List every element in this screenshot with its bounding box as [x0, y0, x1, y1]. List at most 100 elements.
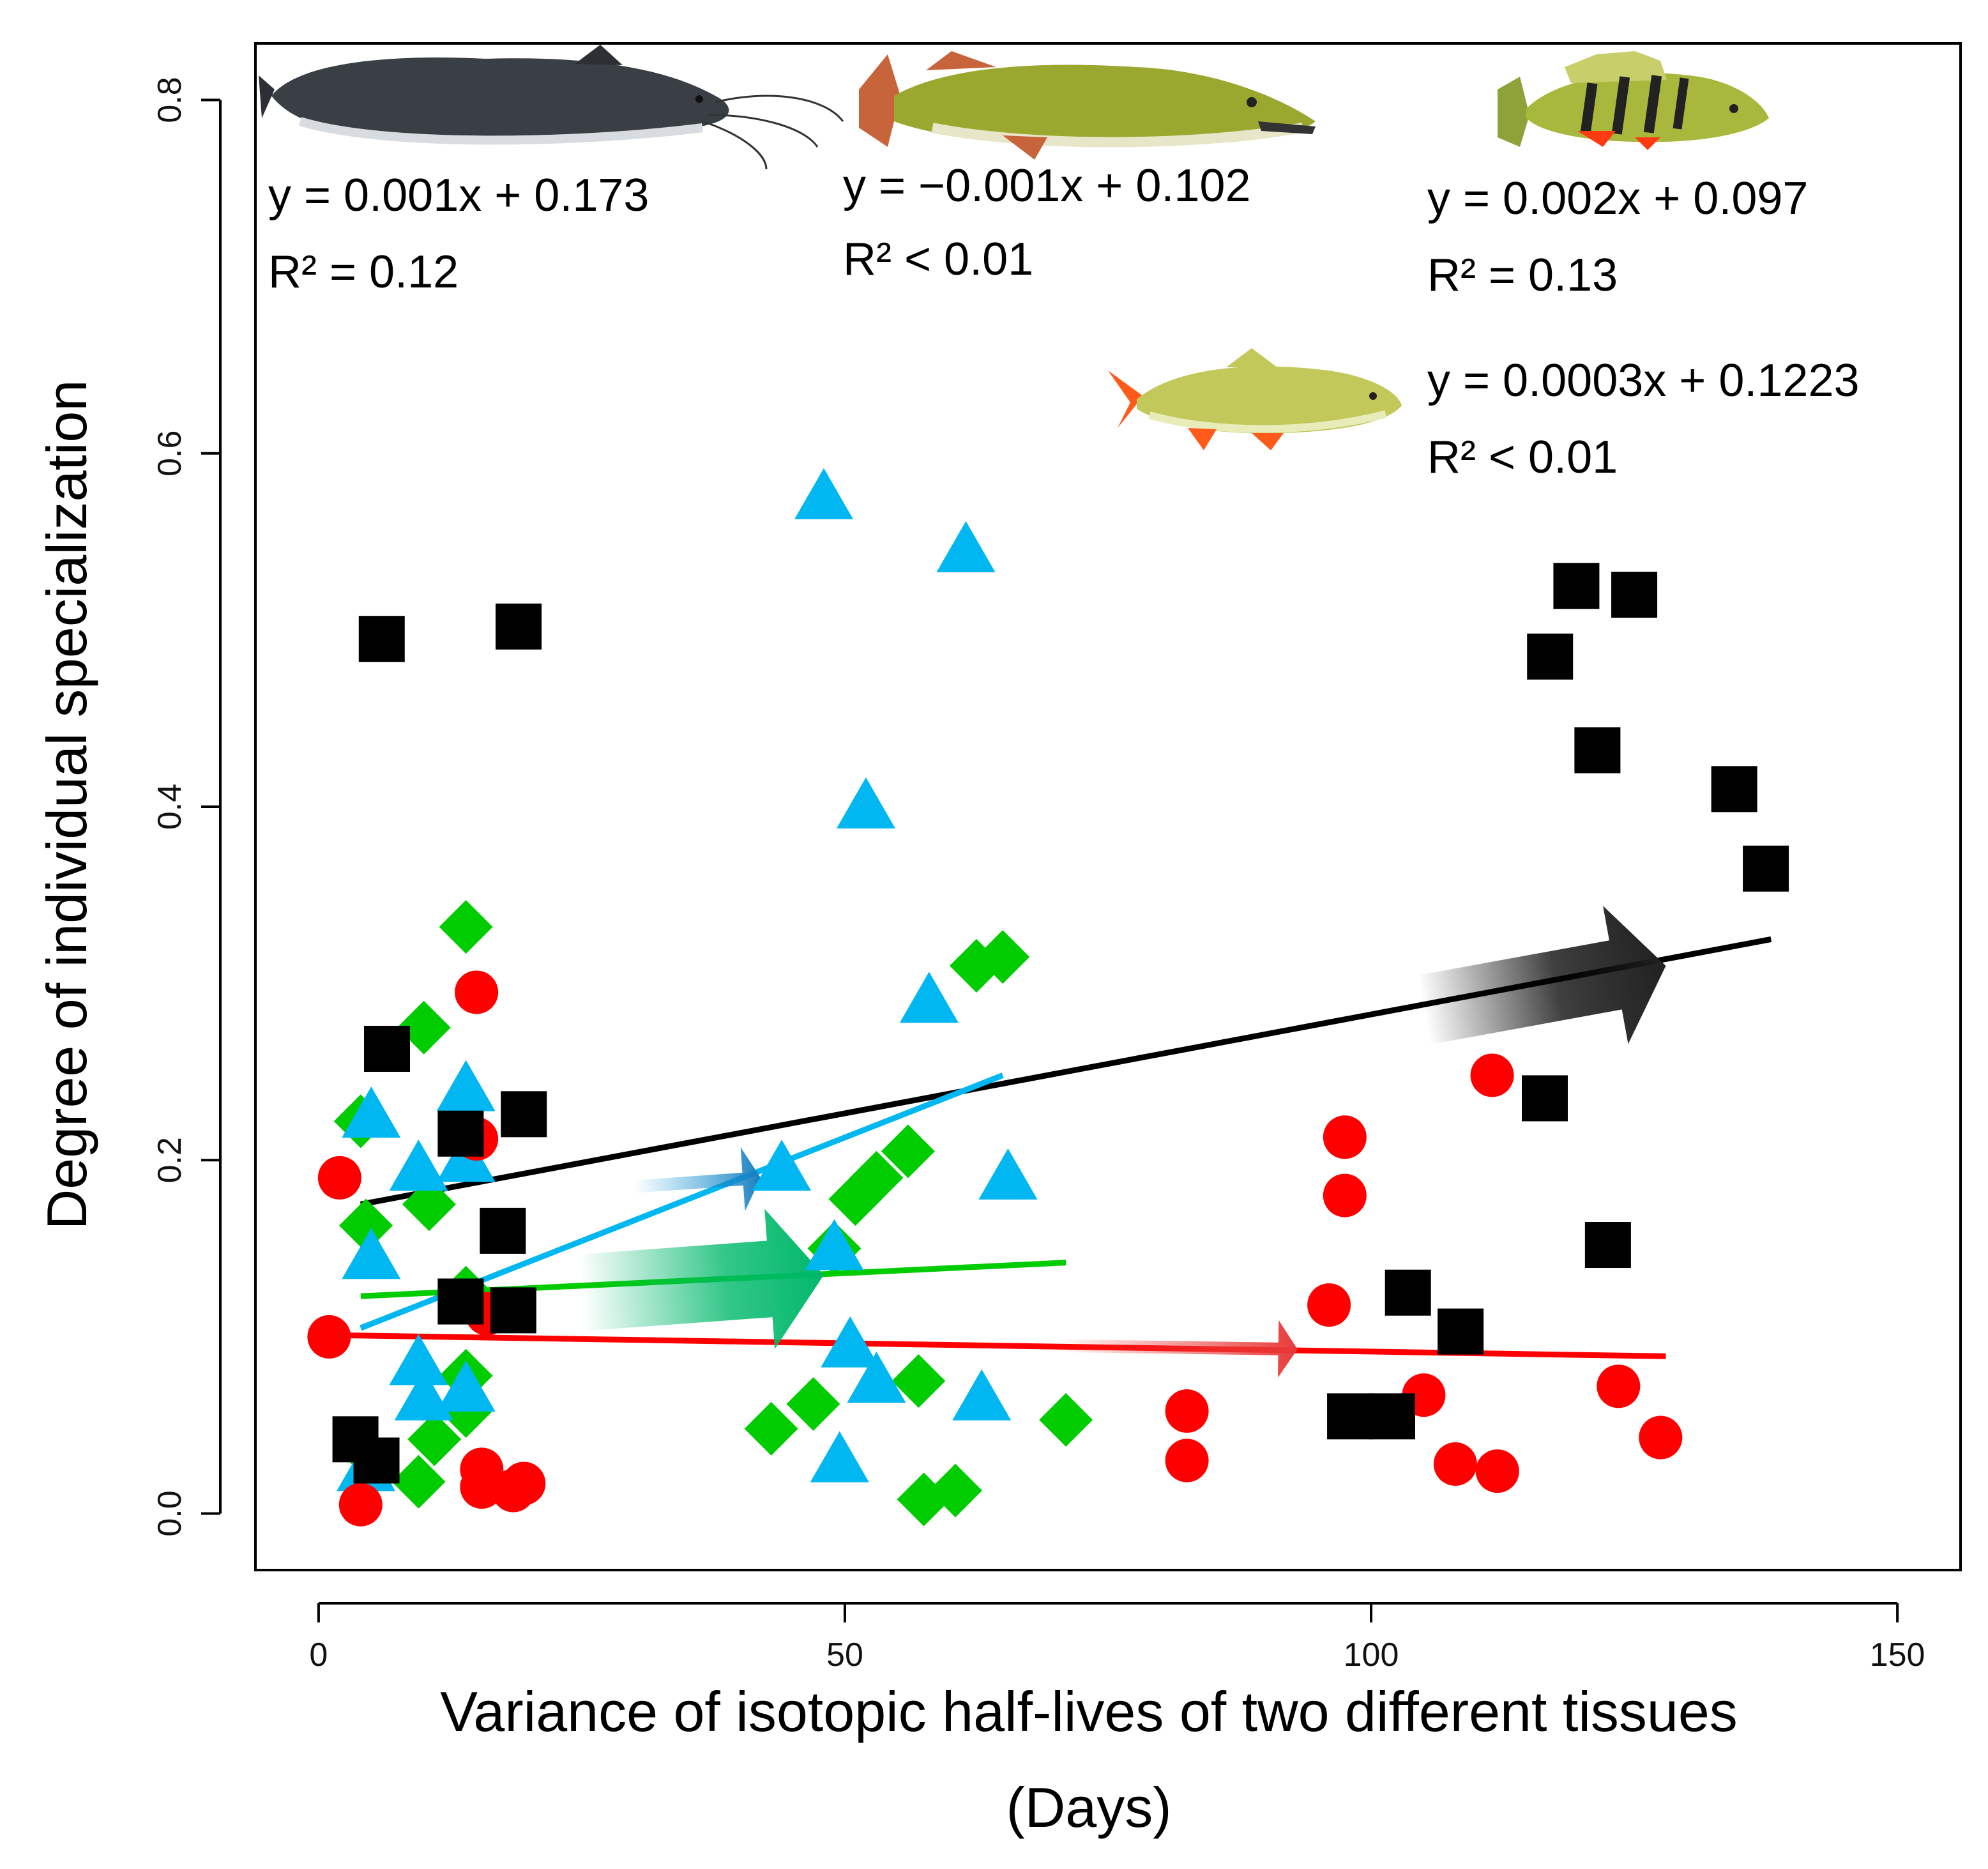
perch-point — [407, 1412, 462, 1467]
catfish-point — [364, 1025, 411, 1072]
catfish-point — [501, 1091, 547, 1138]
perch-point — [1039, 1392, 1093, 1447]
catfish-point — [353, 1437, 400, 1484]
catfish-r2: R² = 0.12 — [268, 247, 459, 298]
pike-point — [936, 521, 996, 572]
y-tick-label: 0.8 — [151, 77, 188, 123]
pike-trend-arrow — [634, 1147, 761, 1211]
catfish-point — [437, 1278, 484, 1325]
rudd-equation: y = 0.0003x + 0.1223 — [1427, 355, 1860, 406]
catfish-point — [1574, 727, 1621, 774]
y-tick-label: 0.0 — [151, 1490, 188, 1536]
pike-point — [342, 1228, 401, 1279]
catfish-point — [437, 1110, 484, 1157]
catfish-point — [1743, 845, 1789, 892]
catfish-point — [1584, 1222, 1631, 1269]
perch-point — [929, 1463, 983, 1518]
perch-point — [402, 1177, 456, 1232]
rudd-point — [1597, 1364, 1641, 1408]
catfish-point — [1527, 633, 1574, 680]
pike-point — [436, 1360, 496, 1412]
perch-arrow-shape — [579, 1209, 824, 1349]
y-tick-label: 0.4 — [151, 784, 188, 830]
catfish-point — [496, 603, 542, 650]
pike-arrow-shape — [634, 1147, 761, 1211]
x-tick-label: 0 — [309, 1636, 328, 1674]
pike-point — [389, 1334, 448, 1385]
rudd-point — [455, 970, 499, 1014]
perch-equation: y = 0.002x + 0.097 — [1427, 173, 1808, 224]
perch-point — [976, 930, 1030, 984]
rudd-point — [1475, 1449, 1519, 1493]
x-tick-label: 100 — [1344, 1636, 1399, 1674]
perch-point — [397, 1000, 451, 1055]
pike-point — [899, 972, 959, 1023]
catfish-point — [358, 616, 405, 662]
pike-point — [794, 468, 853, 519]
rudd-illustration — [1108, 348, 1402, 450]
catfish-point — [480, 1207, 526, 1254]
catfish-point — [1711, 766, 1757, 812]
pike-illustration — [859, 51, 1316, 160]
rudd-point — [1433, 1442, 1477, 1486]
plot-frame — [254, 42, 1962, 1571]
catfish-point — [1553, 563, 1600, 609]
pike-point — [436, 1060, 496, 1111]
y-tick-label: 0.6 — [151, 431, 188, 477]
rudd-point — [1165, 1438, 1209, 1483]
trend-arrows — [579, 906, 1666, 1378]
pike-point — [952, 1369, 1012, 1421]
x-axis-title-line2: (Days) — [1006, 1776, 1171, 1839]
pike-point — [389, 1140, 448, 1191]
perch-point — [786, 1377, 840, 1431]
rudd-point — [307, 1315, 351, 1359]
rudd-point — [1323, 1115, 1367, 1159]
pike-point — [810, 1431, 869, 1483]
catfish-trend-arrow — [1417, 906, 1666, 1045]
x-axis-title-line1: Variance of isotopic half-lives of two d… — [440, 1680, 1738, 1743]
pike-point — [821, 1316, 880, 1368]
x-tick-label: 50 — [826, 1636, 863, 1674]
perch-r2: R² = 0.13 — [1427, 250, 1618, 301]
rudd-point — [338, 1483, 383, 1527]
catfish-point — [1438, 1308, 1484, 1355]
rudd-point — [460, 1465, 504, 1509]
y-tick-label: 0.2 — [151, 1137, 188, 1183]
rudd-r2: R² < 0.01 — [1427, 432, 1618, 483]
rudd-point — [1639, 1415, 1683, 1460]
catfish-point — [1327, 1393, 1374, 1440]
perch-point — [391, 1454, 446, 1509]
perch-point — [881, 1124, 935, 1179]
pike-equation: y = −0.001x + 0.102 — [843, 160, 1251, 211]
catfish-point — [1611, 572, 1658, 618]
catfish-point — [490, 1287, 536, 1334]
rudd-point — [317, 1156, 361, 1200]
pike-point — [836, 777, 895, 828]
rudd-point — [1470, 1053, 1514, 1097]
rudd-trend-arrow — [1055, 1320, 1298, 1378]
catfish-point — [1385, 1269, 1431, 1316]
perch-point — [828, 1172, 883, 1226]
pike-point — [752, 1140, 812, 1191]
pike-point — [342, 1087, 401, 1138]
y-axis-title: Degree of individual specialization — [35, 380, 98, 1230]
pike-point — [847, 1352, 906, 1403]
axes: 0 50 100 150 0.0 0.2 0.4 0.6 0.8 — [151, 77, 1925, 1674]
perch-point — [744, 1401, 798, 1456]
catfish-equation: y = 0.001x + 0.173 — [268, 170, 649, 221]
rudd-point — [1307, 1283, 1351, 1327]
catfish-point — [1521, 1075, 1568, 1122]
x-tick-label: 150 — [1870, 1636, 1925, 1674]
pike-point — [978, 1148, 1038, 1200]
data-points — [307, 468, 1789, 1527]
pike-point — [394, 1369, 453, 1421]
perch-illustration — [1498, 51, 1769, 150]
perch-trend-arrow — [579, 1209, 824, 1349]
catfish-illustration — [259, 45, 844, 170]
pike-point — [805, 1219, 864, 1270]
perch-point — [892, 1354, 946, 1408]
catfish-arrow-shape — [1417, 906, 1666, 1045]
rudd-point — [502, 1461, 546, 1506]
catfish-point — [1369, 1393, 1415, 1440]
